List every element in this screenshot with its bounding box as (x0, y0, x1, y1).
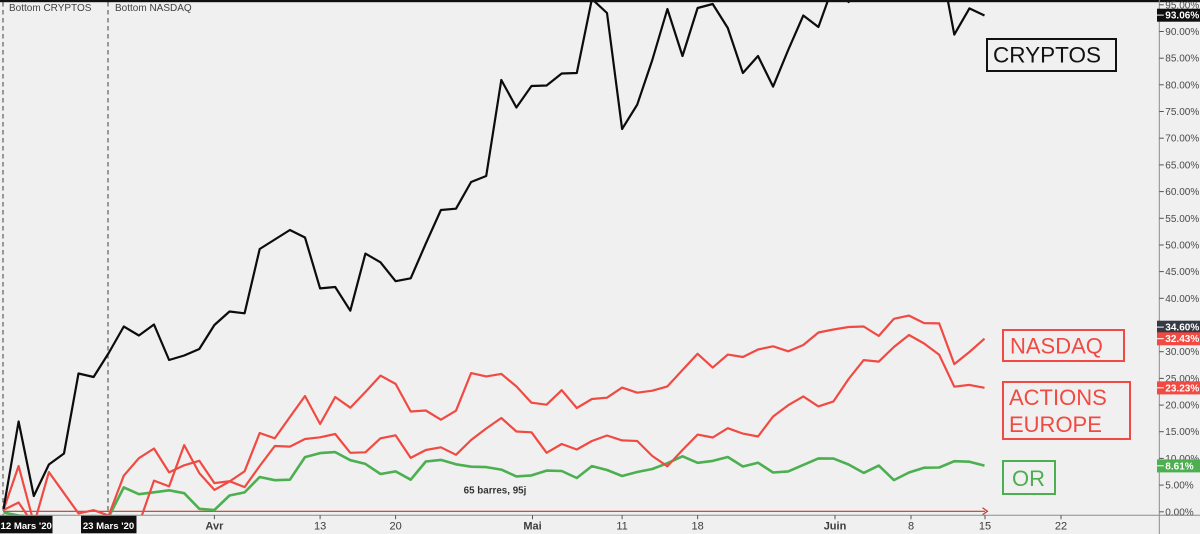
svg-text:60.00%: 60.00% (1165, 187, 1199, 198)
svg-text:Juin: Juin (824, 521, 847, 533)
svg-text:93.06%: 93.06% (1165, 11, 1199, 22)
svg-text:18: 18 (691, 521, 703, 533)
svg-text:EUROPE: EUROPE (1009, 412, 1102, 437)
svg-text:15.00%: 15.00% (1165, 427, 1199, 438)
svg-text:32.43%: 32.43% (1165, 334, 1199, 345)
svg-text:Bottom NASDAQ: Bottom NASDAQ (115, 3, 192, 14)
svg-text:23 Mars '20: 23 Mars '20 (83, 521, 134, 532)
svg-text:80.00%: 80.00% (1165, 80, 1199, 91)
svg-text:0.00%: 0.00% (1165, 507, 1193, 518)
svg-text:95.00%: 95.00% (1165, 0, 1199, 11)
svg-text:23.23%: 23.23% (1165, 383, 1199, 394)
svg-text:20.00%: 20.00% (1165, 401, 1199, 412)
svg-text:85.00%: 85.00% (1165, 54, 1199, 65)
svg-text:Bottom CRYPTOS: Bottom CRYPTOS (9, 3, 92, 14)
svg-text:20: 20 (389, 521, 401, 533)
svg-text:11: 11 (616, 521, 627, 533)
svg-text:75.00%: 75.00% (1165, 107, 1199, 118)
svg-text:OR: OR (1012, 466, 1045, 491)
svg-text:12 Mars '20: 12 Mars '20 (1, 521, 52, 532)
svg-text:8.61%: 8.61% (1165, 461, 1193, 472)
svg-text:CRYPTOS: CRYPTOS (993, 43, 1101, 68)
svg-text:55.00%: 55.00% (1165, 214, 1199, 225)
svg-text:34.60%: 34.60% (1165, 323, 1199, 334)
svg-text:40.00%: 40.00% (1165, 294, 1199, 305)
svg-text:50.00%: 50.00% (1165, 241, 1199, 252)
svg-text:Mai: Mai (523, 521, 541, 533)
svg-text:NASDAQ: NASDAQ (1010, 334, 1103, 359)
svg-text:70.00%: 70.00% (1165, 134, 1199, 145)
svg-text:22: 22 (1055, 521, 1067, 533)
svg-text:8: 8 (908, 521, 914, 533)
svg-text:65.00%: 65.00% (1165, 160, 1199, 171)
svg-text:15: 15 (979, 521, 991, 533)
svg-text:45.00%: 45.00% (1165, 267, 1199, 278)
svg-text:90.00%: 90.00% (1165, 27, 1199, 38)
svg-text:ACTIONS: ACTIONS (1009, 385, 1107, 410)
svg-text:25.00%: 25.00% (1165, 374, 1199, 385)
svg-text:13: 13 (314, 521, 326, 533)
svg-text:5.00%: 5.00% (1165, 481, 1193, 492)
svg-text:30.00%: 30.00% (1165, 347, 1199, 358)
svg-text:Avr: Avr (205, 521, 224, 533)
svg-text:65 barres, 95j: 65 barres, 95j (464, 486, 527, 497)
